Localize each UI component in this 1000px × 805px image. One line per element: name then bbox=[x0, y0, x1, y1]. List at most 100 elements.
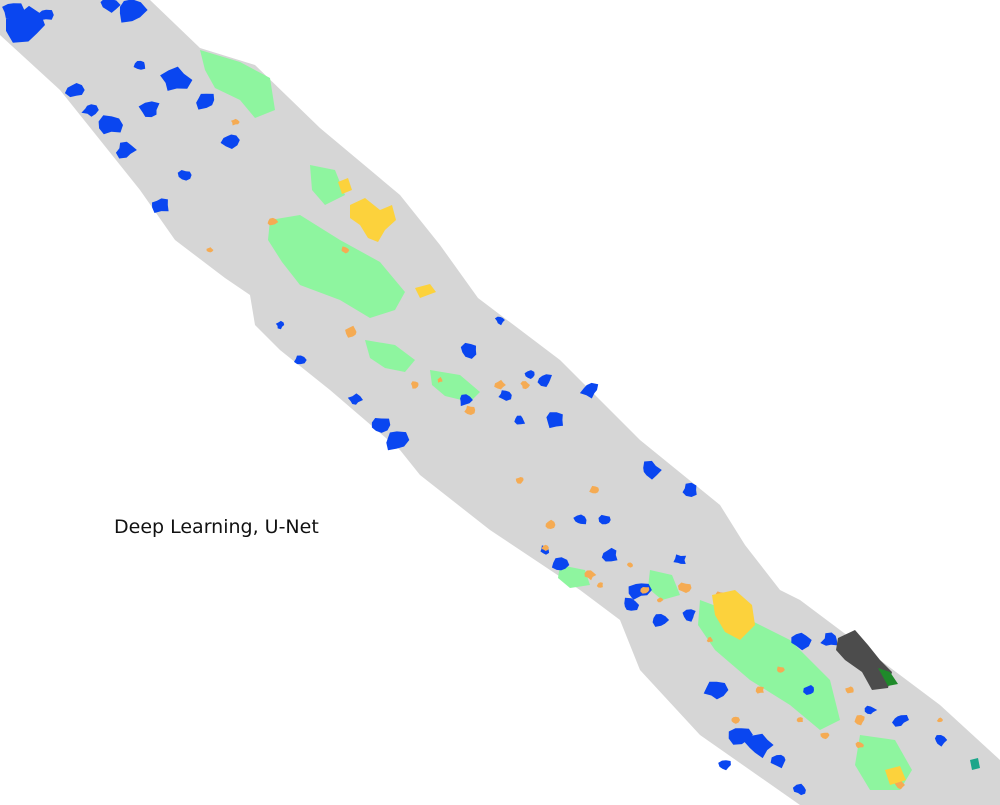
water-patch bbox=[37, 9, 54, 20]
yellow-patch-upper bbox=[350, 198, 396, 242]
orange-patch bbox=[545, 519, 556, 529]
water-patch bbox=[347, 393, 363, 405]
water-patch bbox=[682, 482, 697, 497]
water-patch bbox=[573, 514, 587, 525]
water-patch bbox=[100, 0, 121, 13]
orange-patch bbox=[515, 477, 524, 484]
water-patch bbox=[6, 5, 45, 43]
water-patch bbox=[718, 760, 731, 771]
water-patch bbox=[460, 394, 473, 407]
orange-patch bbox=[731, 716, 740, 724]
water-patch bbox=[524, 370, 535, 379]
vegetation-patch-mid2 bbox=[430, 370, 480, 402]
orange-patch bbox=[206, 247, 214, 253]
water-patch bbox=[624, 597, 640, 611]
water-patch bbox=[371, 418, 391, 433]
water-patch bbox=[138, 101, 160, 118]
vegetation-patch-small3 bbox=[558, 565, 590, 588]
orange-patch bbox=[854, 715, 865, 726]
water-patch bbox=[643, 460, 662, 480]
vegetation-patch-top bbox=[200, 50, 275, 118]
orange-patch bbox=[267, 217, 279, 226]
water-patch bbox=[803, 685, 814, 695]
orange-patch bbox=[627, 562, 633, 568]
water-patch bbox=[791, 632, 812, 651]
orange-patch bbox=[755, 686, 764, 694]
water-patch bbox=[498, 390, 512, 401]
orange-patch bbox=[341, 246, 350, 254]
orange-patch bbox=[589, 485, 599, 494]
yellow-patch-lower bbox=[712, 590, 755, 640]
water-patch bbox=[64, 83, 85, 98]
method-caption: Deep Learning, U-Net bbox=[114, 516, 319, 538]
water-patch bbox=[177, 170, 192, 181]
water-patch bbox=[703, 681, 729, 700]
teal-patch bbox=[970, 758, 980, 770]
water-patch bbox=[792, 783, 806, 796]
water-patch bbox=[601, 547, 618, 562]
orange-patch bbox=[584, 570, 597, 581]
water-patch bbox=[820, 632, 838, 646]
vegetation-patch-mid bbox=[365, 340, 415, 372]
dark-class-patches bbox=[836, 630, 980, 770]
water-patch bbox=[98, 115, 123, 135]
orange-patch bbox=[820, 732, 830, 740]
water-patch bbox=[892, 715, 909, 727]
yellow-class-patches bbox=[338, 178, 906, 785]
water-patch bbox=[133, 60, 146, 70]
orange-patch bbox=[777, 666, 785, 673]
water-patch bbox=[81, 104, 99, 117]
water-patch bbox=[682, 609, 696, 622]
water-patch bbox=[386, 431, 410, 451]
orange-patch bbox=[678, 582, 692, 593]
water-patch bbox=[728, 728, 753, 745]
water-patch bbox=[160, 66, 193, 91]
vegetation-patch-large bbox=[268, 215, 405, 318]
orange-patch bbox=[596, 582, 603, 588]
orange-patch bbox=[345, 325, 357, 338]
orange-patch bbox=[657, 597, 664, 603]
water-patch bbox=[115, 141, 137, 159]
orange-patch bbox=[796, 717, 803, 723]
vegetation-patch-small bbox=[310, 165, 345, 205]
orange-patch bbox=[855, 741, 864, 749]
orange-patch bbox=[464, 405, 476, 415]
orange-patch bbox=[640, 587, 650, 594]
water-patch bbox=[196, 93, 215, 110]
water-patch bbox=[119, 0, 148, 23]
orange-patch bbox=[541, 544, 549, 551]
water-patch bbox=[934, 735, 948, 747]
water-patch bbox=[275, 320, 285, 330]
water-patch bbox=[2, 3, 25, 19]
water-patch bbox=[546, 412, 563, 429]
water-patch bbox=[652, 614, 670, 627]
dark-green-patch bbox=[878, 668, 898, 686]
orange-patch bbox=[845, 686, 854, 694]
orange-patch bbox=[520, 381, 530, 390]
water-patch bbox=[551, 557, 570, 571]
orange-patch bbox=[231, 118, 240, 126]
orange-patch bbox=[936, 717, 943, 723]
orange-patch bbox=[437, 376, 443, 383]
water-patch bbox=[220, 134, 240, 149]
orange-patch bbox=[706, 636, 713, 643]
water-patch bbox=[294, 355, 307, 365]
water-patch bbox=[579, 382, 599, 399]
water-patch bbox=[460, 342, 477, 359]
water-patches bbox=[2, 0, 948, 796]
orange-patch bbox=[494, 379, 506, 390]
yellow-patch-mid bbox=[415, 284, 436, 298]
water-patch bbox=[742, 733, 774, 759]
water-patch bbox=[770, 754, 786, 769]
vegetation-patch-small2 bbox=[648, 570, 680, 600]
dark-gray-patch bbox=[836, 630, 892, 690]
yellow-patch-bottom bbox=[885, 766, 906, 785]
yellow-patch-small bbox=[338, 178, 352, 194]
water-patch bbox=[152, 198, 169, 213]
water-patch bbox=[598, 514, 611, 525]
orange-patch bbox=[411, 381, 419, 389]
water-patch bbox=[494, 316, 505, 326]
